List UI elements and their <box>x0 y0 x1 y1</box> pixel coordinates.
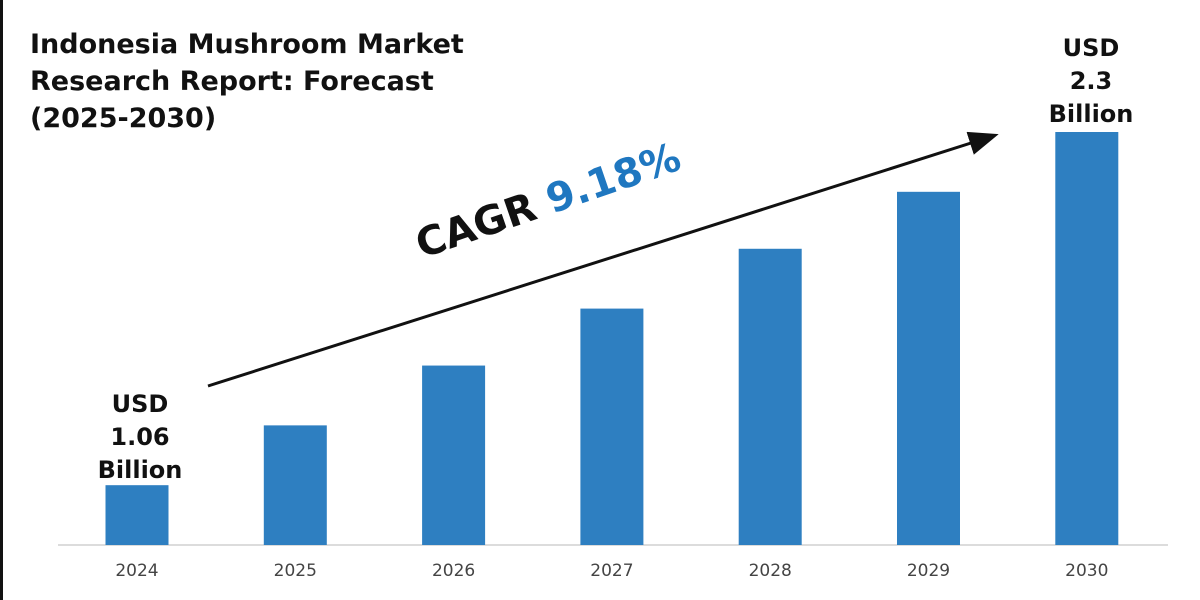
x-tick-label: 2024 <box>115 561 158 581</box>
start-label-value: 1.06 <box>110 423 170 451</box>
x-tick-label: 2026 <box>432 561 475 581</box>
bar-2030 <box>1055 132 1119 545</box>
end-label-value: 2.3 <box>1069 67 1113 95</box>
bar-2024 <box>105 485 169 545</box>
growth-arrow <box>207 131 999 388</box>
x-tick-label: 2029 <box>907 561 950 581</box>
x-tick-label: 2030 <box>1065 561 1108 581</box>
left-border <box>0 0 3 600</box>
chart-title: Indonesia Mushroom Market Research Repor… <box>30 29 464 134</box>
start-label-unit: Billion <box>97 456 183 484</box>
x-tick-label: 2027 <box>590 561 633 581</box>
start-label-currency: USD <box>111 390 169 418</box>
start-value-label: USD 1.06 Billion <box>70 388 210 487</box>
bar-2025 <box>263 425 327 545</box>
x-tick-label: 2028 <box>749 561 792 581</box>
end-value-label: USD 2.3 Billion <box>1021 32 1161 131</box>
bar-2027 <box>580 308 644 545</box>
end-label-unit: Billion <box>1048 100 1134 128</box>
bar-2026 <box>422 365 486 545</box>
bar-2029 <box>897 191 960 546</box>
x-tick-label: 2025 <box>274 561 317 581</box>
end-label-currency: USD <box>1062 34 1120 62</box>
bar-2028 <box>738 248 802 546</box>
